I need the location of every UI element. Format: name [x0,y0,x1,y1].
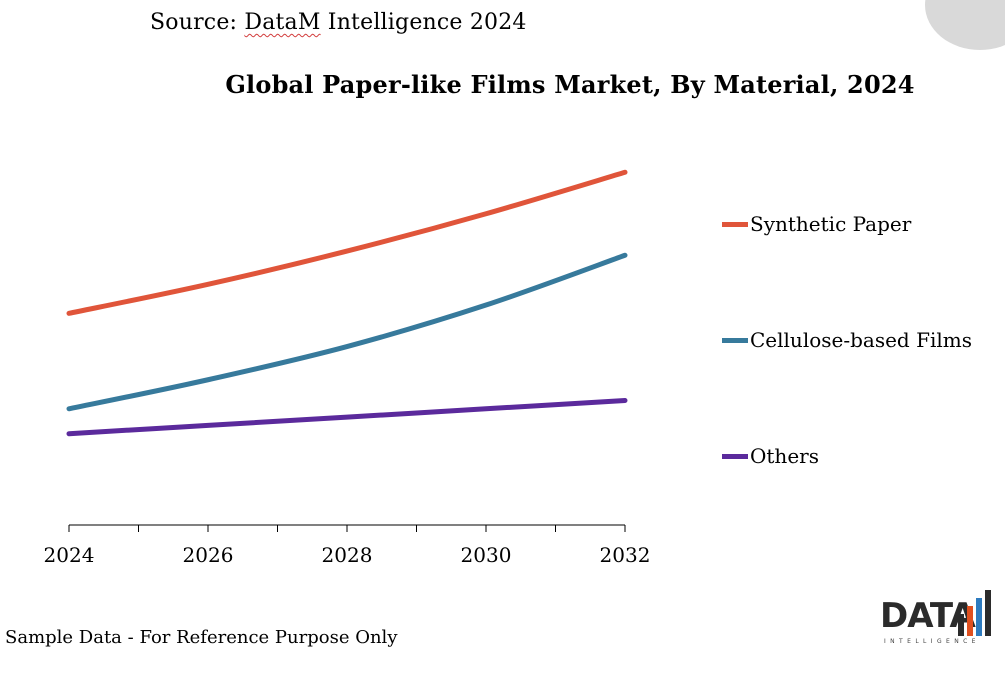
legend-swatch [722,453,748,459]
x-tick-label: 2026 [183,543,234,567]
legend-label: Synthetic Paper [750,212,912,236]
legend-item: Cellulose-based Films [722,326,972,354]
chart-title: Global Paper-like Films Market, By Mater… [225,70,915,99]
series-line-others [66,398,628,437]
logo-bar [958,614,964,636]
logo-bars-icon [958,590,998,636]
x-tick-label: 2024 [44,543,95,567]
x-tick-label: 2032 [600,543,651,567]
logo-bar [985,590,991,636]
legend-label: Cellulose-based Films [750,328,972,352]
legend-swatch [722,337,748,343]
source-brand: DataM [244,10,321,35]
logo-subtitle: INTELLIGENCE [884,638,980,645]
legend-item: Others [722,442,972,470]
datam-logo: DATA INTELLIGENCE [880,590,998,652]
logo-bar [976,598,982,636]
legend: Synthetic Paper Cellulose-based Films Othe… [722,210,972,558]
series-line-cellulose-based-films [66,252,628,412]
footnote: Sample Data - For Reference Purpose Only [5,627,398,648]
x-tick-label: 2030 [461,543,512,567]
legend-item: Synthetic Paper [722,210,972,238]
legend-swatch [722,221,748,227]
x-tick-label: 2028 [322,543,373,567]
legend-label: Others [750,444,819,468]
source-note: Source: DataM Intelligence 2024 [150,10,527,35]
logo-bar [967,606,973,636]
series-line-synthetic-paper [66,169,628,316]
